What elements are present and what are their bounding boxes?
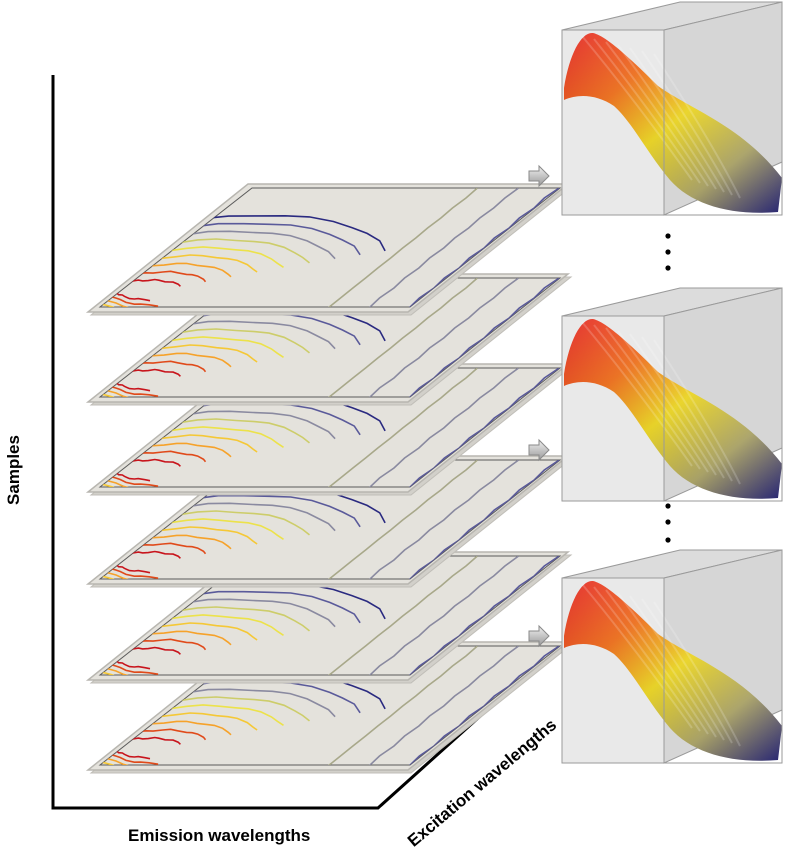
contour-line xyxy=(368,556,520,675)
ellipsis-dot xyxy=(665,503,671,509)
surface-ridge xyxy=(581,321,693,467)
arrows xyxy=(528,164,550,648)
eem-cube xyxy=(561,1,783,216)
eem-cubes xyxy=(561,1,783,764)
surface-ridge xyxy=(605,327,709,473)
contour-line xyxy=(100,312,361,397)
surface-ridge xyxy=(581,583,693,729)
arrow-icon xyxy=(528,438,550,462)
cube-edge xyxy=(561,287,783,502)
surface-ridge xyxy=(653,339,741,485)
surface-ridge xyxy=(641,336,733,482)
surface-ridge xyxy=(641,50,733,196)
contour-line xyxy=(100,494,361,579)
slice-frame xyxy=(98,367,562,488)
slice-frame xyxy=(98,645,562,766)
surface-ridge xyxy=(641,598,733,744)
contour-line xyxy=(327,460,478,579)
samples-axis-label: Samples xyxy=(4,435,23,505)
contour-line xyxy=(327,278,478,397)
contour-line xyxy=(100,582,386,675)
surface-ridge xyxy=(653,53,741,199)
surface-ridge xyxy=(593,586,701,732)
contour-line xyxy=(100,222,361,307)
slice-frame xyxy=(98,459,562,580)
surface-ridge xyxy=(593,324,701,470)
contour-line xyxy=(100,214,386,307)
ellipsis-dot xyxy=(665,265,671,271)
surface-ridge xyxy=(581,35,693,181)
slice-frame xyxy=(98,187,562,308)
surface-ridge xyxy=(617,44,717,190)
ellipsis-dot xyxy=(665,249,671,255)
contour-line xyxy=(100,680,361,765)
contour-line xyxy=(327,556,478,675)
contour-line xyxy=(368,368,520,487)
ellipsis-dot xyxy=(665,537,671,543)
surface-shading xyxy=(564,319,782,499)
contour-line xyxy=(327,188,478,307)
ellipsis-dot xyxy=(665,233,671,239)
contour-line xyxy=(100,402,361,487)
surface-ridge xyxy=(617,592,717,738)
slice-frame xyxy=(98,277,562,398)
cube-edge xyxy=(561,1,783,216)
surface-ridge xyxy=(617,330,717,476)
cube-edge xyxy=(562,315,665,501)
cube-edge xyxy=(562,29,665,215)
contour-line xyxy=(327,646,478,765)
ellipsis-dots xyxy=(665,233,671,543)
contour-line xyxy=(368,460,520,579)
surface-ridge xyxy=(653,601,741,747)
surface-ridge xyxy=(605,589,709,735)
contour-line xyxy=(327,368,478,487)
samples-axis-line xyxy=(51,75,528,810)
cube-edge xyxy=(561,549,783,764)
contour-slice xyxy=(85,183,573,316)
eem-cube xyxy=(561,549,783,764)
surface-ridge xyxy=(629,595,725,741)
arrow-icon xyxy=(528,624,550,648)
contour-line xyxy=(100,590,361,675)
eem-cube xyxy=(561,287,783,502)
surface-ridge xyxy=(629,47,725,193)
surface-shading xyxy=(564,33,782,213)
contour-line xyxy=(368,278,520,397)
surface-ridge xyxy=(629,333,725,479)
sample-slices xyxy=(85,183,573,774)
contour-line xyxy=(368,188,520,307)
contour-line xyxy=(368,646,520,765)
surface-shading xyxy=(564,581,782,761)
ellipsis-dot xyxy=(665,519,671,525)
emission-axis-label: Emission wavelengths xyxy=(128,826,311,845)
slice-frame xyxy=(98,555,562,676)
arrow-icon xyxy=(528,164,550,188)
surface-ridge xyxy=(605,41,709,187)
surface-ridge xyxy=(593,38,701,184)
cube-edge xyxy=(562,577,665,763)
